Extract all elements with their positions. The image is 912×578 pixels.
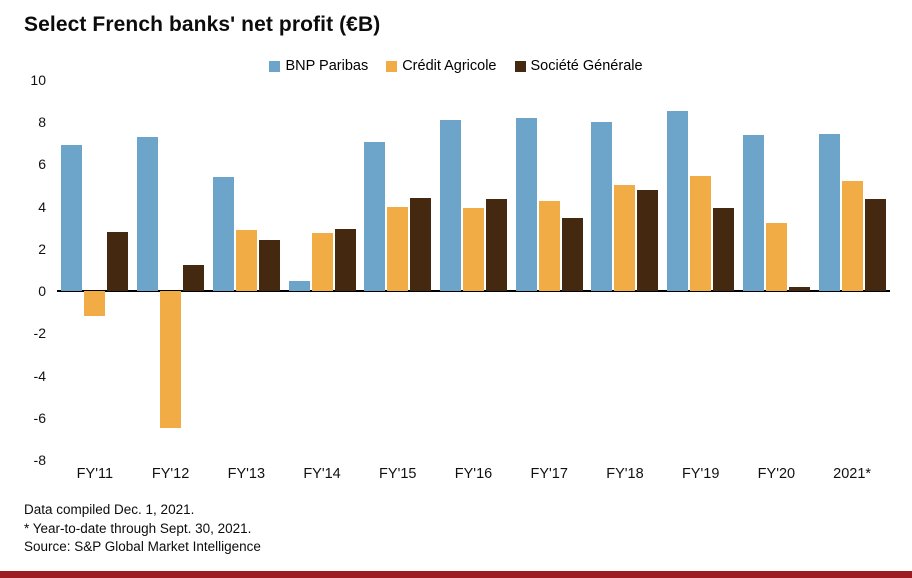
x-tick-label-fy-17: FY'17: [530, 466, 568, 482]
bar-credit-agricole-fy-12: [160, 291, 182, 429]
bar-bnp-paribas-fy-15: [364, 142, 386, 292]
footnote-compiled: Data compiled Dec. 1, 2021.: [24, 502, 195, 517]
bar-credit-agricole-fy-17: [538, 201, 560, 292]
legend-label: Société Générale: [530, 58, 643, 74]
bar-societe-generale-fy-11: [107, 232, 129, 292]
bar-bnp-paribas-fy-20: [742, 134, 764, 292]
bar-societe-generale-fy-19: [713, 207, 735, 292]
bar-bnp-paribas-fy-16: [440, 120, 461, 292]
bar-credit-agricole-fy-13: [235, 229, 257, 292]
legend-label: BNP Paribas: [285, 58, 369, 74]
bar-bnp-paribas-2021-: [818, 133, 840, 292]
legend-item-societe-generale: Société Générale: [514, 58, 643, 74]
x-tick-label-fy-20: FY'20: [757, 466, 796, 482]
y-tick-label: 4: [38, 198, 46, 215]
bar-bnp-paribas-fy-18: [591, 122, 613, 292]
legend-swatch-societe-generale: [514, 60, 526, 72]
y-tick-label: -2: [33, 325, 46, 342]
bar-bnp-paribas-fy-17: [515, 118, 537, 292]
bar-bnp-paribas-fy-14: [288, 280, 310, 292]
x-tick-label-fy-11: FY'11: [76, 466, 114, 482]
y-tick-label: -8: [33, 452, 46, 468]
y-tick-label: 8: [38, 114, 46, 131]
legend-swatch-bnp-paribas: [269, 60, 281, 72]
x-tick-label-fy-15: FY'15: [379, 466, 417, 482]
y-axis: 10 8 6 4 2 0 -2 -4 -6 -8: [0, 72, 46, 468]
bar-credit-agricole-fy-15: [387, 206, 409, 292]
bar-credit-agricole-2021-: [841, 181, 863, 292]
legend-swatch-credit-agricole: [386, 60, 398, 72]
bar-credit-agricole-fy-11: [84, 291, 106, 317]
x-tick-label-fy-13: FY'13: [227, 466, 266, 482]
y-tick-label: -4: [33, 367, 46, 384]
y-tick-label: 10: [30, 72, 46, 88]
bar-societe-generale-fy-14: [334, 228, 356, 292]
bar-societe-generale-fy-17: [561, 218, 583, 292]
zero-baseline: [57, 290, 890, 293]
bar-societe-generale-fy-20: [788, 286, 810, 292]
legend: BNP Paribas Crédit Agricole Société Généra…: [0, 58, 912, 74]
plot-area: [57, 80, 890, 460]
bar-bnp-paribas-fy-12: [137, 137, 159, 292]
y-tick-label: -6: [33, 409, 46, 426]
bar-bnp-paribas-fy-11: [61, 145, 83, 292]
x-tick-label-fy-14: FY'14: [303, 466, 341, 482]
bar-credit-agricole-fy-14: [311, 233, 333, 292]
bar-bnp-paribas-fy-19: [667, 110, 689, 292]
x-tick-label-fy-19: FY'19: [681, 466, 720, 482]
x-axis: FY'11 FY'12 FY'13 FY'14 FY'15 FY'16 FY'17 FY'18…: [57, 466, 890, 486]
bar-credit-agricole-fy-20: [765, 222, 787, 292]
bar-societe-generale-2021-: [864, 199, 886, 292]
legend-item-credit-agricole: Crédit Agricole: [386, 58, 497, 74]
y-tick-label: 0: [38, 283, 46, 300]
x-tick-label-2021-: 2021*: [833, 466, 872, 482]
chart-title: Select French banks' net profit (€B): [24, 13, 381, 36]
y-tick-label: 6: [38, 156, 46, 173]
bar-credit-agricole-fy-19: [690, 176, 712, 292]
bar-credit-agricole-fy-16: [463, 207, 484, 292]
x-tick-label-fy-12: FY'12: [151, 466, 190, 482]
bar-societe-generale-fy-18: [637, 189, 659, 292]
bar-societe-generale-fy-16: [486, 199, 507, 292]
y-tick-label: 2: [38, 240, 46, 257]
bar-societe-generale-fy-13: [258, 240, 280, 292]
bar-bnp-paribas-fy-13: [212, 177, 234, 292]
x-tick-label-fy-16: FY'16: [454, 466, 493, 482]
bar-credit-agricole-fy-18: [614, 184, 636, 292]
footnote-ytd-asterisk: * Year-to-date through Sept. 30, 2021.: [24, 520, 252, 536]
bar-societe-generale-fy-15: [410, 198, 432, 292]
footnote-source: Source: S&P Global Market Intelligence: [24, 539, 261, 555]
legend-item-bnp-paribas: BNP Paribas: [269, 58, 368, 74]
footnotes: Data compiled Dec. 1, 2021. * Year-to-da…: [24, 501, 261, 557]
x-tick-label-fy-18: FY'18: [606, 466, 644, 482]
legend-label: Crédit Agricole: [402, 58, 497, 74]
bar-societe-generale-fy-12: [183, 264, 205, 292]
footer-stripe: [0, 571, 912, 578]
